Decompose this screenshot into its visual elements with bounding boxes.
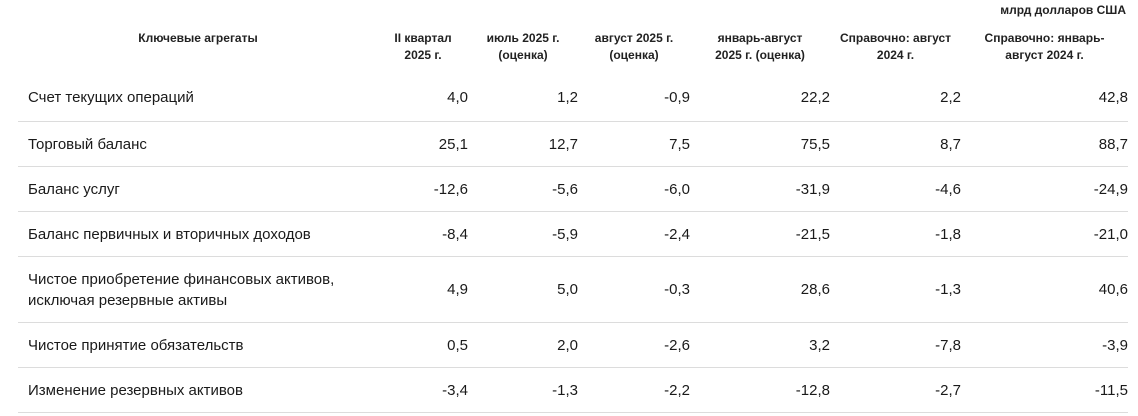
header-jul-2025: июль 2025 г. (оценка) bbox=[468, 30, 578, 74]
header-line: июль 2025 г. bbox=[486, 31, 560, 45]
header-line: 2025 г. bbox=[404, 48, 442, 62]
cell-value: -2,6 bbox=[578, 322, 690, 368]
cell-value: 40,6 bbox=[961, 256, 1128, 323]
cell-value: -21,0 bbox=[961, 211, 1128, 257]
table-row: Счет текущих операций 4,0 1,2 -0,9 22,2 … bbox=[18, 74, 1128, 122]
cell-value: -3,9 bbox=[961, 322, 1128, 368]
cell-value: 8,7 bbox=[830, 121, 961, 167]
cell-value: -0,3 bbox=[578, 256, 690, 323]
cell-value: -12,6 bbox=[378, 166, 468, 212]
cell-value: -24,9 bbox=[961, 166, 1128, 212]
header-line: Справочно: январь- bbox=[984, 31, 1105, 45]
cell-value: -2,2 bbox=[578, 367, 690, 413]
header-line: август 2025 г. bbox=[594, 31, 674, 45]
cell-value: -3,4 bbox=[378, 367, 468, 413]
cell-value: 1,2 bbox=[468, 74, 578, 122]
row-label-line: исключая резервные активы bbox=[28, 291, 228, 309]
cell-value: -5,9 bbox=[468, 211, 578, 257]
row-label: Баланс услуг bbox=[18, 166, 378, 212]
header-row: Ключевые агрегаты II квартал 2025 г. июль… bbox=[18, 30, 1128, 74]
cell-value: -1,3 bbox=[468, 367, 578, 413]
cell-value: -7,8 bbox=[830, 322, 961, 368]
header-line: 2025 г. (оценка) bbox=[715, 48, 805, 62]
cell-value: -5,6 bbox=[468, 166, 578, 212]
header-line: II квартал bbox=[394, 31, 452, 45]
cell-value: 5,0 bbox=[468, 256, 578, 323]
header-line: январь-август bbox=[717, 31, 803, 45]
cell-value: 2,0 bbox=[468, 322, 578, 368]
cell-value: -1,3 bbox=[830, 256, 961, 323]
header-jan-aug-2025: январь-август 2025 г. (оценка) bbox=[690, 30, 830, 74]
header-jan-aug-2024: Справочно: январь-август 2024 г. bbox=[961, 30, 1128, 74]
aggregates-table: Ключевые агрегаты II квартал 2025 г. июль… bbox=[18, 30, 1128, 413]
cell-value: -1,8 bbox=[830, 211, 961, 257]
table-row: Торговый баланс 25,1 12,7 7,5 75,5 8,7 8… bbox=[18, 121, 1128, 167]
cell-value: -31,9 bbox=[690, 166, 830, 212]
cell-value: -4,6 bbox=[830, 166, 961, 212]
row-label: Изменение резервных активов bbox=[18, 367, 378, 413]
header-line: август 2024 г. bbox=[1005, 48, 1084, 62]
cell-value: -12,8 bbox=[690, 367, 830, 413]
cell-value: -2,7 bbox=[830, 367, 961, 413]
header-line: (оценка) bbox=[609, 48, 659, 62]
row-label-line: Чистое приобретение финансовых активов, bbox=[28, 270, 335, 288]
cell-value: 4,9 bbox=[378, 256, 468, 323]
cell-value: -8,4 bbox=[378, 211, 468, 257]
header-aug-2024: Справочно: август 2024 г. bbox=[830, 30, 961, 74]
cell-value: 88,7 bbox=[961, 121, 1128, 167]
table-row: Баланс услуг -12,6 -5,6 -6,0 -31,9 -4,6 … bbox=[18, 166, 1128, 212]
header-line: Справочно: август bbox=[839, 31, 952, 45]
cell-value: 28,6 bbox=[690, 256, 830, 323]
header-label: Ключевые агрегаты bbox=[138, 31, 258, 45]
header-line: (оценка) bbox=[498, 48, 548, 62]
cell-value: 22,2 bbox=[690, 74, 830, 122]
cell-value: -21,5 bbox=[690, 211, 830, 257]
cell-value: 7,5 bbox=[578, 121, 690, 167]
row-label: Чистое приобретение финансовых активов, и… bbox=[18, 256, 378, 323]
cell-value: 3,2 bbox=[690, 322, 830, 368]
header-aug-2025: август 2025 г. (оценка) bbox=[578, 30, 690, 74]
cell-value: 75,5 bbox=[690, 121, 830, 167]
cell-value: -0,9 bbox=[578, 74, 690, 122]
row-label: Торговый баланс bbox=[18, 121, 378, 167]
cell-value: 42,8 bbox=[961, 74, 1128, 122]
row-label: Баланс первичных и вторичных доходов bbox=[18, 211, 378, 257]
cell-value: -2,4 bbox=[578, 211, 690, 257]
cell-value: 0,5 bbox=[378, 322, 468, 368]
cell-value: -6,0 bbox=[578, 166, 690, 212]
cell-value: 4,0 bbox=[378, 74, 468, 122]
row-label: Чистое принятие обязательств bbox=[18, 322, 378, 368]
table-row: Чистое принятие обязательств 0,5 2,0 -2,… bbox=[18, 322, 1128, 368]
cell-value: -11,5 bbox=[961, 367, 1128, 413]
cell-value: 25,1 bbox=[378, 121, 468, 167]
row-label: Счет текущих операций bbox=[18, 74, 378, 122]
table-row: Чистое приобретение финансовых активов, и… bbox=[18, 256, 1128, 323]
cell-value: 2,2 bbox=[830, 74, 961, 122]
table-row: Изменение резервных активов -3,4 -1,3 -2… bbox=[18, 367, 1128, 413]
unit-note: млрд долларов США bbox=[1000, 3, 1126, 17]
table-row: Баланс первичных и вторичных доходов -8,… bbox=[18, 211, 1128, 257]
cell-value: 12,7 bbox=[468, 121, 578, 167]
header-q2-2025: II квартал 2025 г. bbox=[378, 30, 468, 74]
header-line: 2024 г. bbox=[876, 48, 915, 62]
